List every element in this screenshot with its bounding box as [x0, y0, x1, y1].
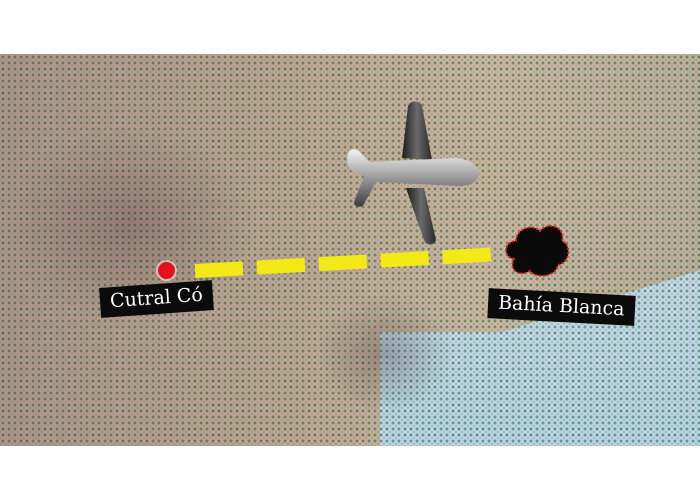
smoke-cloud-icon: [505, 225, 570, 277]
airplane-icon: [347, 101, 480, 245]
map-frame: Cutral Có Bahía Blanca: [0, 54, 700, 446]
flight-route: [194, 247, 501, 278]
plane-shadow: [270, 254, 500, 446]
origin-marker[interactable]: [158, 262, 175, 279]
halftone-texture: [0, 54, 700, 446]
route-line: [194, 247, 501, 278]
